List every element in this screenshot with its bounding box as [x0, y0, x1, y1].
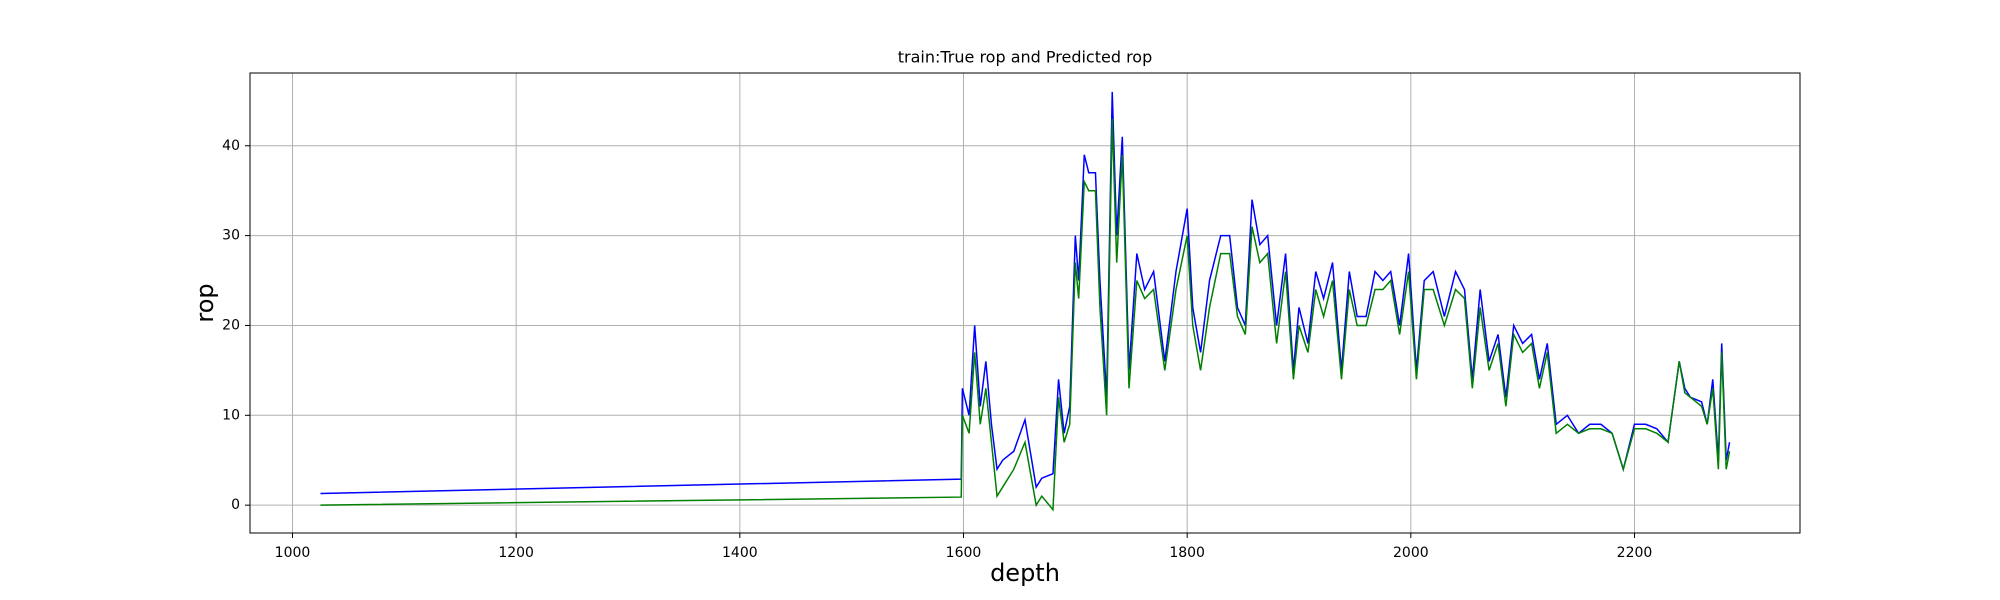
x-tick-label: 2200: [1617, 545, 1653, 561]
y-tick-label: 20: [222, 317, 240, 333]
data-line: [320, 91, 1731, 495]
x-axis-label: depth: [990, 559, 1060, 587]
y-tick-label: 10: [222, 407, 240, 423]
x-tick-label: 1400: [722, 545, 758, 561]
x-tick-label: 1800: [1169, 545, 1205, 561]
y-axis-label: rop: [191, 283, 219, 322]
chart-title: train:True rop and Predicted rop: [898, 48, 1153, 67]
y-tick-label: 40: [222, 138, 240, 154]
y-tick-label: 30: [222, 228, 240, 244]
x-tick-label: 1200: [498, 545, 534, 561]
x-tick-label: 1600: [946, 545, 982, 561]
x-tick-label: 2000: [1393, 545, 1429, 561]
x-tick-label: 1000: [275, 545, 311, 561]
plot-frame: [249, 72, 1801, 534]
y-tick-label: 0: [231, 497, 240, 513]
data-line: [320, 118, 1731, 512]
